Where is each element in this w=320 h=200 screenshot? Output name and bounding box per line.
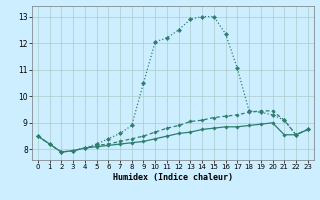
X-axis label: Humidex (Indice chaleur): Humidex (Indice chaleur) [113,173,233,182]
